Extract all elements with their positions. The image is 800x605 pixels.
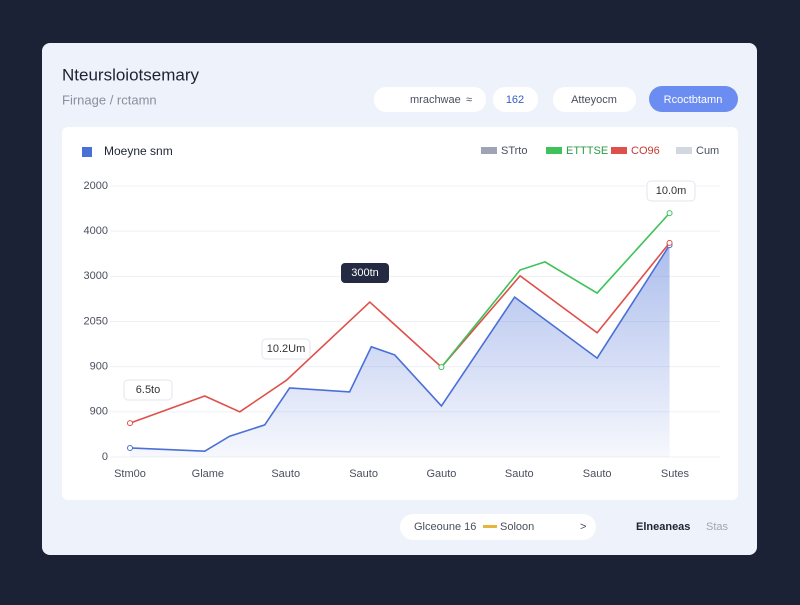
control-label[interactable]: Atteyocm — [571, 94, 617, 106]
legend-swatch — [546, 147, 562, 154]
point — [127, 444, 133, 451]
legend-label: STrto — [501, 145, 528, 157]
y-tick-label: 3000 — [84, 270, 108, 282]
annotation-box — [646, 180, 696, 202]
pill[interactable] — [400, 514, 596, 540]
pill-label[interactable]: Glceoune 16 — [414, 521, 476, 533]
annotation-box — [123, 379, 173, 401]
annotation: 6.5to — [136, 384, 160, 396]
legend-swatch — [676, 147, 692, 154]
legend-swatch — [82, 147, 92, 157]
area — [130, 245, 670, 457]
control[interactable] — [553, 87, 636, 112]
x-tick-label: Sutes — [661, 468, 690, 480]
x-tick-label: Sauto — [349, 468, 378, 480]
legend-label: ETTTSE — [566, 145, 608, 157]
footer-link[interactable]: Elneaneas — [636, 521, 690, 533]
x-tick-label: Gauto — [426, 468, 456, 480]
annotation: 300tn — [351, 267, 379, 279]
line — [440, 212, 671, 368]
title: Nteursloiotsemary — [62, 65, 199, 84]
point — [666, 210, 673, 217]
legend-swatch — [481, 147, 497, 154]
footer-sub[interactable]: Stas — [706, 521, 729, 533]
y-tick-label: 900 — [90, 406, 108, 418]
x-tick-label: Stm0o — [114, 468, 146, 480]
x-tick-label: Glame — [192, 468, 224, 480]
x-tick-label: Sauto — [271, 468, 300, 480]
y-tick-label: 0 — [102, 451, 108, 463]
control[interactable] — [493, 87, 538, 112]
control-label[interactable]: mrachwae — [410, 94, 461, 106]
control-icon[interactable]: ≈ — [466, 94, 472, 106]
point — [438, 364, 445, 371]
legend-label: Cum — [696, 145, 719, 157]
x-tick-label: Sauto — [583, 468, 612, 480]
legend-swatch — [611, 147, 627, 154]
legend-label: CO96 — [631, 145, 660, 157]
annotation-box — [261, 338, 311, 360]
pill-value[interactable]: Soloon — [500, 521, 534, 533]
point — [127, 420, 133, 427]
y-tick-label: 900 — [90, 361, 108, 373]
annotation: 10.0m — [656, 185, 687, 197]
control[interactable] — [374, 87, 486, 112]
annotation: 10.2Um — [267, 343, 306, 355]
point — [666, 239, 673, 246]
pill-arrow[interactable]: > — [580, 521, 586, 533]
button-label[interactable]: Rcoctbtamn — [664, 94, 723, 106]
y-tick-label: 2050 — [84, 315, 108, 327]
button[interactable] — [649, 86, 738, 112]
legend-label: Moeyne snm — [104, 144, 173, 158]
control-label[interactable]: 162 — [506, 94, 524, 106]
line — [129, 242, 671, 424]
line — [129, 244, 671, 452]
x-tick-label: Sauto — [505, 468, 534, 480]
y-tick-label: 4000 — [84, 225, 108, 237]
pill-swatch — [483, 525, 497, 528]
plot: 0 900 900 2050 3000 4000 2000 Stm0o Glame Sauto Sa… — [82, 144, 720, 480]
annotation-box — [341, 263, 389, 283]
subtitle: Firnage / rctamn — [62, 92, 157, 107]
y-tick-label: 2000 — [84, 180, 108, 192]
